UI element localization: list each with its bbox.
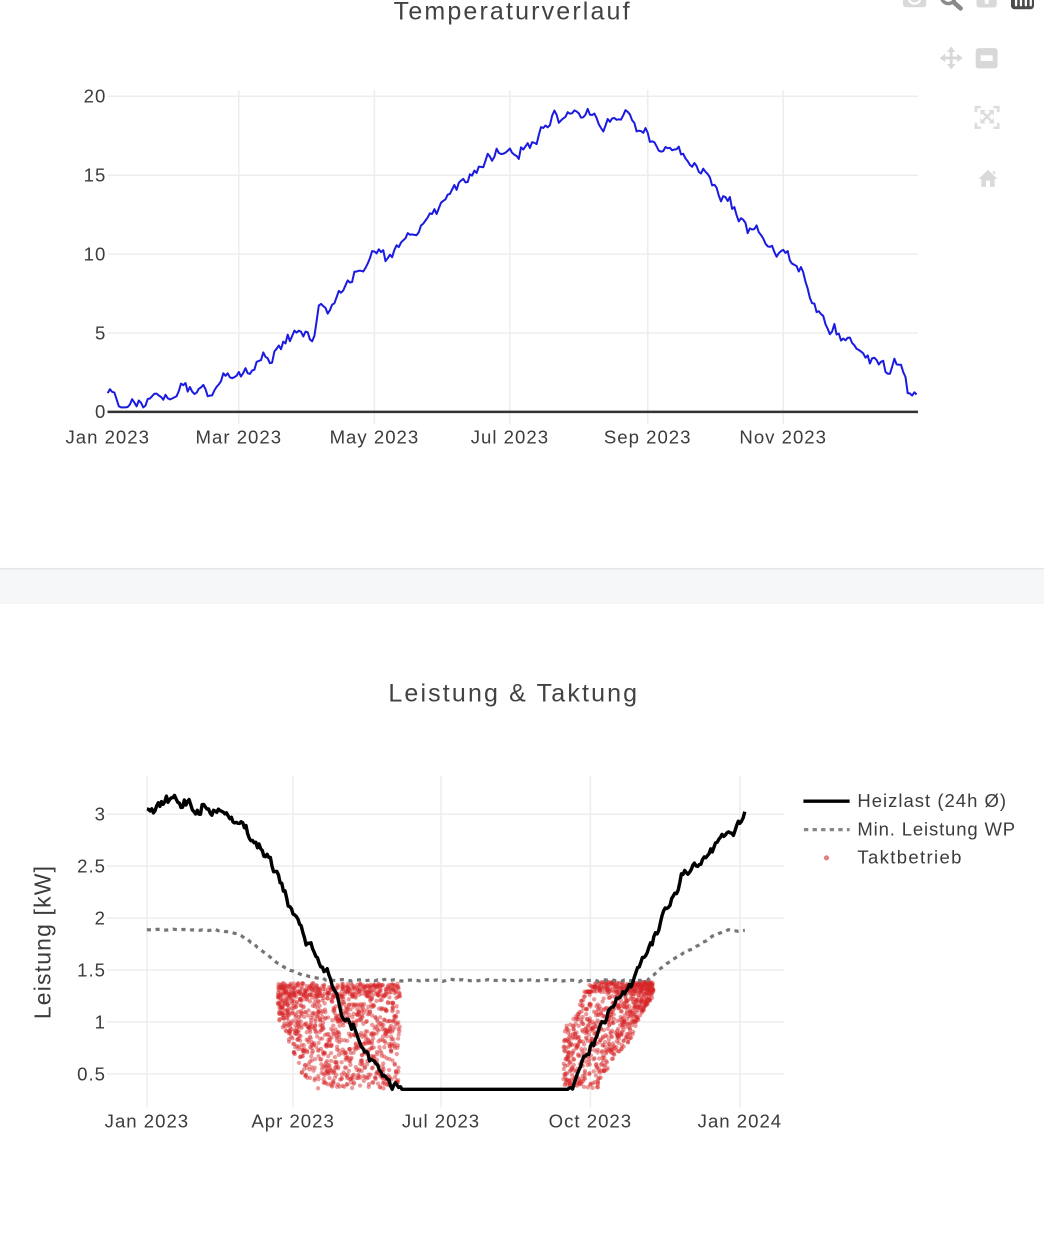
svg-text:Apr 2023: Apr 2023 bbox=[251, 1111, 334, 1132]
svg-text:0: 0 bbox=[95, 401, 106, 422]
svg-text:May 2023: May 2023 bbox=[330, 427, 420, 448]
svg-text:15: 15 bbox=[84, 165, 107, 186]
svg-text:1: 1 bbox=[95, 1011, 106, 1032]
svg-text:3: 3 bbox=[95, 804, 106, 825]
svg-text:2: 2 bbox=[95, 908, 106, 929]
svg-text:Nov 2023: Nov 2023 bbox=[739, 427, 827, 448]
svg-text:Jul 2023: Jul 2023 bbox=[402, 1111, 480, 1132]
svg-text:Taktbetrieb: Taktbetrieb bbox=[857, 847, 962, 868]
svg-text:2.5: 2.5 bbox=[77, 856, 106, 877]
svg-text:10: 10 bbox=[84, 244, 107, 265]
svg-text:0.5: 0.5 bbox=[77, 1063, 106, 1084]
svg-text:Jan 2023: Jan 2023 bbox=[105, 1111, 190, 1132]
svg-text:Jul 2023: Jul 2023 bbox=[471, 427, 549, 448]
svg-text:5: 5 bbox=[95, 322, 106, 343]
svg-text:Heizlast (24h Ø): Heizlast (24h Ø) bbox=[857, 790, 1007, 811]
svg-text:Min. Leistung WP: Min. Leistung WP bbox=[857, 818, 1016, 839]
svg-text:1.5: 1.5 bbox=[77, 959, 106, 980]
svg-text:20: 20 bbox=[84, 86, 107, 107]
svg-text:Jan 2024: Jan 2024 bbox=[698, 1111, 783, 1132]
svg-text:Temperaturverlauf: Temperaturverlauf bbox=[394, 0, 632, 26]
svg-text:Sep 2023: Sep 2023 bbox=[604, 427, 692, 448]
svg-text:Mar 2023: Mar 2023 bbox=[196, 427, 283, 448]
svg-text:Jan 2023: Jan 2023 bbox=[65, 427, 150, 448]
svg-text:Leistung [kW]: Leistung [kW] bbox=[30, 865, 56, 1019]
svg-text:Oct 2023: Oct 2023 bbox=[549, 1111, 632, 1132]
svg-text:Leistung & Taktung: Leistung & Taktung bbox=[388, 680, 639, 708]
